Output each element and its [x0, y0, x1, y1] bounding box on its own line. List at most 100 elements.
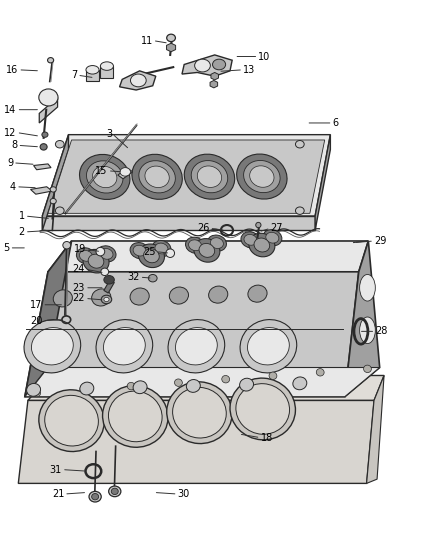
Ellipse shape [293, 377, 307, 390]
Polygon shape [345, 241, 380, 397]
Ellipse shape [39, 390, 104, 451]
Ellipse shape [248, 285, 267, 302]
Text: 18: 18 [261, 433, 273, 443]
Ellipse shape [197, 166, 222, 188]
Ellipse shape [50, 198, 56, 204]
Ellipse shape [96, 320, 153, 373]
Polygon shape [210, 80, 218, 88]
Polygon shape [42, 216, 315, 230]
Ellipse shape [48, 58, 54, 63]
Text: 24: 24 [73, 264, 85, 274]
Text: 9: 9 [7, 158, 13, 168]
Polygon shape [25, 241, 71, 397]
Ellipse shape [236, 384, 290, 434]
Ellipse shape [88, 254, 104, 268]
Ellipse shape [240, 320, 297, 373]
Ellipse shape [133, 245, 146, 256]
Polygon shape [31, 187, 53, 194]
Ellipse shape [100, 248, 113, 259]
Ellipse shape [155, 243, 168, 254]
Ellipse shape [45, 395, 99, 446]
Text: 11: 11 [141, 36, 153, 45]
Text: 10: 10 [258, 52, 271, 61]
Ellipse shape [296, 207, 304, 214]
Ellipse shape [269, 372, 277, 379]
Ellipse shape [55, 207, 64, 214]
Text: 31: 31 [49, 465, 62, 474]
Ellipse shape [111, 488, 118, 495]
Polygon shape [118, 168, 133, 179]
Ellipse shape [92, 494, 99, 500]
Ellipse shape [254, 238, 270, 252]
Ellipse shape [145, 166, 169, 188]
Ellipse shape [133, 381, 147, 394]
Polygon shape [100, 66, 113, 78]
Ellipse shape [40, 144, 47, 150]
Ellipse shape [191, 160, 228, 193]
Ellipse shape [240, 378, 254, 391]
Polygon shape [48, 140, 325, 213]
Text: 2: 2 [18, 227, 25, 237]
Ellipse shape [230, 378, 296, 440]
Text: 14: 14 [4, 104, 17, 115]
Text: 8: 8 [11, 140, 18, 150]
Ellipse shape [210, 238, 223, 248]
Text: 17: 17 [30, 300, 42, 310]
Ellipse shape [167, 382, 232, 443]
Ellipse shape [109, 486, 121, 497]
Ellipse shape [167, 34, 176, 42]
Text: 23: 23 [73, 283, 85, 293]
Ellipse shape [127, 382, 135, 390]
Ellipse shape [80, 382, 94, 395]
Polygon shape [367, 375, 384, 483]
Text: 7: 7 [71, 70, 77, 80]
Ellipse shape [208, 286, 228, 303]
Ellipse shape [120, 167, 131, 176]
Ellipse shape [199, 244, 215, 257]
Polygon shape [25, 368, 380, 397]
Ellipse shape [42, 132, 48, 138]
Ellipse shape [212, 59, 226, 70]
Ellipse shape [80, 155, 130, 199]
Ellipse shape [263, 230, 282, 246]
Ellipse shape [86, 161, 123, 193]
Polygon shape [211, 72, 219, 80]
Ellipse shape [237, 154, 287, 199]
Text: 12: 12 [4, 127, 17, 138]
Ellipse shape [256, 222, 261, 228]
Ellipse shape [241, 232, 260, 248]
Ellipse shape [86, 66, 99, 74]
Ellipse shape [100, 62, 113, 70]
Ellipse shape [139, 161, 175, 193]
Text: 21: 21 [52, 489, 64, 499]
Polygon shape [48, 241, 368, 272]
Ellipse shape [103, 328, 145, 365]
Ellipse shape [148, 274, 157, 282]
Ellipse shape [104, 276, 114, 284]
Ellipse shape [24, 320, 81, 373]
Text: 20: 20 [30, 316, 42, 326]
Text: 26: 26 [197, 223, 209, 233]
Text: 27: 27 [271, 223, 283, 233]
Ellipse shape [132, 154, 182, 199]
Text: 22: 22 [73, 293, 85, 303]
Ellipse shape [184, 154, 235, 199]
Ellipse shape [76, 248, 95, 264]
Ellipse shape [92, 166, 117, 188]
Ellipse shape [249, 233, 275, 257]
Ellipse shape [186, 237, 205, 253]
Polygon shape [42, 135, 68, 230]
Ellipse shape [244, 235, 257, 245]
Text: 3: 3 [106, 128, 112, 139]
Ellipse shape [360, 317, 375, 344]
Ellipse shape [27, 383, 41, 396]
Ellipse shape [63, 241, 71, 249]
Ellipse shape [207, 235, 226, 251]
Text: 19: 19 [74, 245, 86, 254]
Ellipse shape [101, 295, 112, 304]
Text: 15: 15 [95, 166, 108, 176]
Ellipse shape [96, 247, 105, 256]
Ellipse shape [92, 289, 111, 306]
Ellipse shape [250, 166, 274, 187]
Polygon shape [104, 280, 114, 293]
